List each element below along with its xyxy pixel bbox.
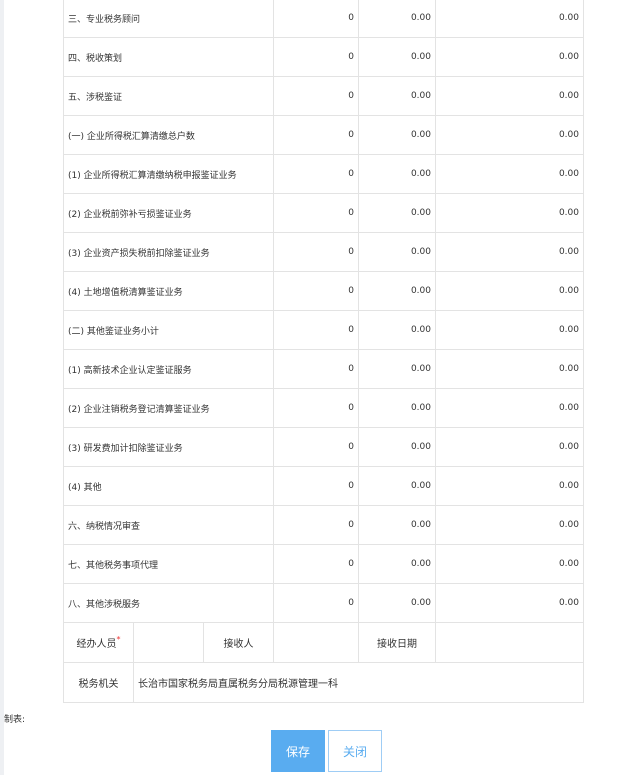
table-row: 五、涉税鉴证 0 0.00 0.00 <box>63 76 584 116</box>
table-row: (1) 企业所得税汇算清缴纳税申报鉴证业务 0 0.00 0.00 <box>63 154 584 194</box>
table-row: 七、其他税务事项代理 0 0.00 0.00 <box>63 544 584 584</box>
row-label: (1) 企业所得税汇算清缴纳税申报鉴证业务 <box>63 154 274 194</box>
table-row: (2) 企业注销税务登记清算鉴证业务 0 0.00 0.00 <box>63 388 584 428</box>
row-label: 四、税收策划 <box>63 37 274 77</box>
total-cell[interactable]: 0.00 <box>435 427 584 467</box>
handler-row: 经办人员* 接收人 接收日期 <box>63 622 584 663</box>
total-cell[interactable]: 0.00 <box>435 583 584 623</box>
table-row: (4) 土地增值税清算鉴证业务 0 0.00 0.00 <box>63 271 584 311</box>
count-cell[interactable]: 0 <box>273 544 359 584</box>
amount-cell[interactable]: 0.00 <box>358 193 436 233</box>
amount-cell[interactable]: 0.00 <box>358 232 436 272</box>
amount-cell[interactable]: 0.00 <box>358 154 436 194</box>
row-label: 七、其他税务事项代理 <box>63 544 274 584</box>
table-row: (2) 企业税前弥补亏损鉴证业务 0 0.00 0.00 <box>63 193 584 233</box>
amount-cell[interactable]: 0.00 <box>358 115 436 155</box>
total-cell[interactable]: 0.00 <box>435 388 584 428</box>
total-cell[interactable]: 0.00 <box>435 154 584 194</box>
table-row: (3) 企业资产损失税前扣除鉴证业务 0 0.00 0.00 <box>63 232 584 272</box>
total-cell[interactable]: 0.00 <box>435 466 584 506</box>
row-label: (3) 研发费加计扣除鉴证业务 <box>63 427 274 467</box>
total-cell[interactable]: 0.00 <box>435 310 584 350</box>
amount-cell[interactable]: 0.00 <box>358 271 436 311</box>
total-cell[interactable]: 0.00 <box>435 76 584 116</box>
save-button[interactable]: 保存 <box>271 730 325 772</box>
service-stats-table: 三、专业税务顾问 0 0.00 0.00 四、税收策划 0 0.00 0.00 五、… <box>63 0 584 703</box>
handler-label: 经办人员* <box>63 622 134 663</box>
count-cell[interactable]: 0 <box>273 349 359 389</box>
total-cell[interactable]: 0.00 <box>435 349 584 389</box>
row-label: (一) 企业所得税汇算清缴总户数 <box>63 115 274 155</box>
count-cell[interactable]: 0 <box>273 115 359 155</box>
count-cell[interactable]: 0 <box>273 427 359 467</box>
count-cell[interactable]: 0 <box>273 0 359 38</box>
amount-cell[interactable]: 0.00 <box>358 544 436 584</box>
count-cell[interactable]: 0 <box>273 232 359 272</box>
count-cell[interactable]: 0 <box>273 154 359 194</box>
row-label: 六、纳税情况审查 <box>63 505 274 545</box>
row-label: (1) 高新技术企业认定鉴证服务 <box>63 349 274 389</box>
total-cell[interactable]: 0.00 <box>435 37 584 77</box>
amount-cell[interactable]: 0.00 <box>358 466 436 506</box>
row-label: (3) 企业资产损失税前扣除鉴证业务 <box>63 232 274 272</box>
amount-cell[interactable]: 0.00 <box>358 310 436 350</box>
amount-cell[interactable]: 0.00 <box>358 37 436 77</box>
left-border <box>0 0 4 775</box>
row-label: (4) 土地增值税清算鉴证业务 <box>63 271 274 311</box>
handler-input[interactable] <box>133 622 204 663</box>
count-cell[interactable]: 0 <box>273 466 359 506</box>
receiver-label: 接收人 <box>203 622 274 663</box>
count-cell[interactable]: 0 <box>273 193 359 233</box>
count-cell[interactable]: 0 <box>273 271 359 311</box>
table-row: 三、专业税务顾问 0 0.00 0.00 <box>63 0 584 38</box>
total-cell[interactable]: 0.00 <box>435 505 584 545</box>
receiver-input[interactable] <box>273 622 359 663</box>
count-cell[interactable]: 0 <box>273 583 359 623</box>
amount-cell[interactable]: 0.00 <box>358 349 436 389</box>
row-label: 五、涉税鉴证 <box>63 76 274 116</box>
receive-date-label: 接收日期 <box>358 622 436 663</box>
table-row: 四、税收策划 0 0.00 0.00 <box>63 37 584 77</box>
amount-cell[interactable]: 0.00 <box>358 0 436 38</box>
count-cell[interactable]: 0 <box>273 76 359 116</box>
table-row: (3) 研发费加计扣除鉴证业务 0 0.00 0.00 <box>63 427 584 467</box>
amount-cell[interactable]: 0.00 <box>358 388 436 428</box>
row-label: 三、专业税务顾问 <box>63 0 274 38</box>
table-row: (一) 企业所得税汇算清缴总户数 0 0.00 0.00 <box>63 115 584 155</box>
amount-cell[interactable]: 0.00 <box>358 583 436 623</box>
tax-office-value: 长治市国家税务局直属税务分局税源管理一科 <box>133 662 584 703</box>
row-label: (4) 其他 <box>63 466 274 506</box>
row-label: (2) 企业税前弥补亏损鉴证业务 <box>63 193 274 233</box>
total-cell[interactable]: 0.00 <box>435 193 584 233</box>
maker-label: 制表: <box>4 715 26 725</box>
table-row: (4) 其他 0 0.00 0.00 <box>63 466 584 506</box>
total-cell[interactable]: 0.00 <box>435 115 584 155</box>
row-label: (二) 其他鉴证业务小计 <box>63 310 274 350</box>
row-label: 八、其他涉税服务 <box>63 583 274 623</box>
table-row: 六、纳税情况审查 0 0.00 0.00 <box>63 505 584 545</box>
table-row: (二) 其他鉴证业务小计 0 0.00 0.00 <box>63 310 584 350</box>
total-cell[interactable]: 0.00 <box>435 232 584 272</box>
count-cell[interactable]: 0 <box>273 388 359 428</box>
table-row: (1) 高新技术企业认定鉴证服务 0 0.00 0.00 <box>63 349 584 389</box>
tax-office-label: 税务机关 <box>63 662 134 703</box>
count-cell[interactable]: 0 <box>273 310 359 350</box>
table-row: 八、其他涉税服务 0 0.00 0.00 <box>63 583 584 623</box>
tax-office-row: 税务机关 长治市国家税务局直属税务分局税源管理一科 <box>63 662 584 703</box>
close-button[interactable]: 关闭 <box>328 730 382 772</box>
total-cell[interactable]: 0.00 <box>435 0 584 38</box>
receive-date-input[interactable] <box>435 622 584 663</box>
amount-cell[interactable]: 0.00 <box>358 505 436 545</box>
row-label: (2) 企业注销税务登记清算鉴证业务 <box>63 388 274 428</box>
amount-cell[interactable]: 0.00 <box>358 76 436 116</box>
total-cell[interactable]: 0.00 <box>435 544 584 584</box>
count-cell[interactable]: 0 <box>273 37 359 77</box>
count-cell[interactable]: 0 <box>273 505 359 545</box>
required-mark: * <box>116 635 121 644</box>
total-cell[interactable]: 0.00 <box>435 271 584 311</box>
amount-cell[interactable]: 0.00 <box>358 427 436 467</box>
